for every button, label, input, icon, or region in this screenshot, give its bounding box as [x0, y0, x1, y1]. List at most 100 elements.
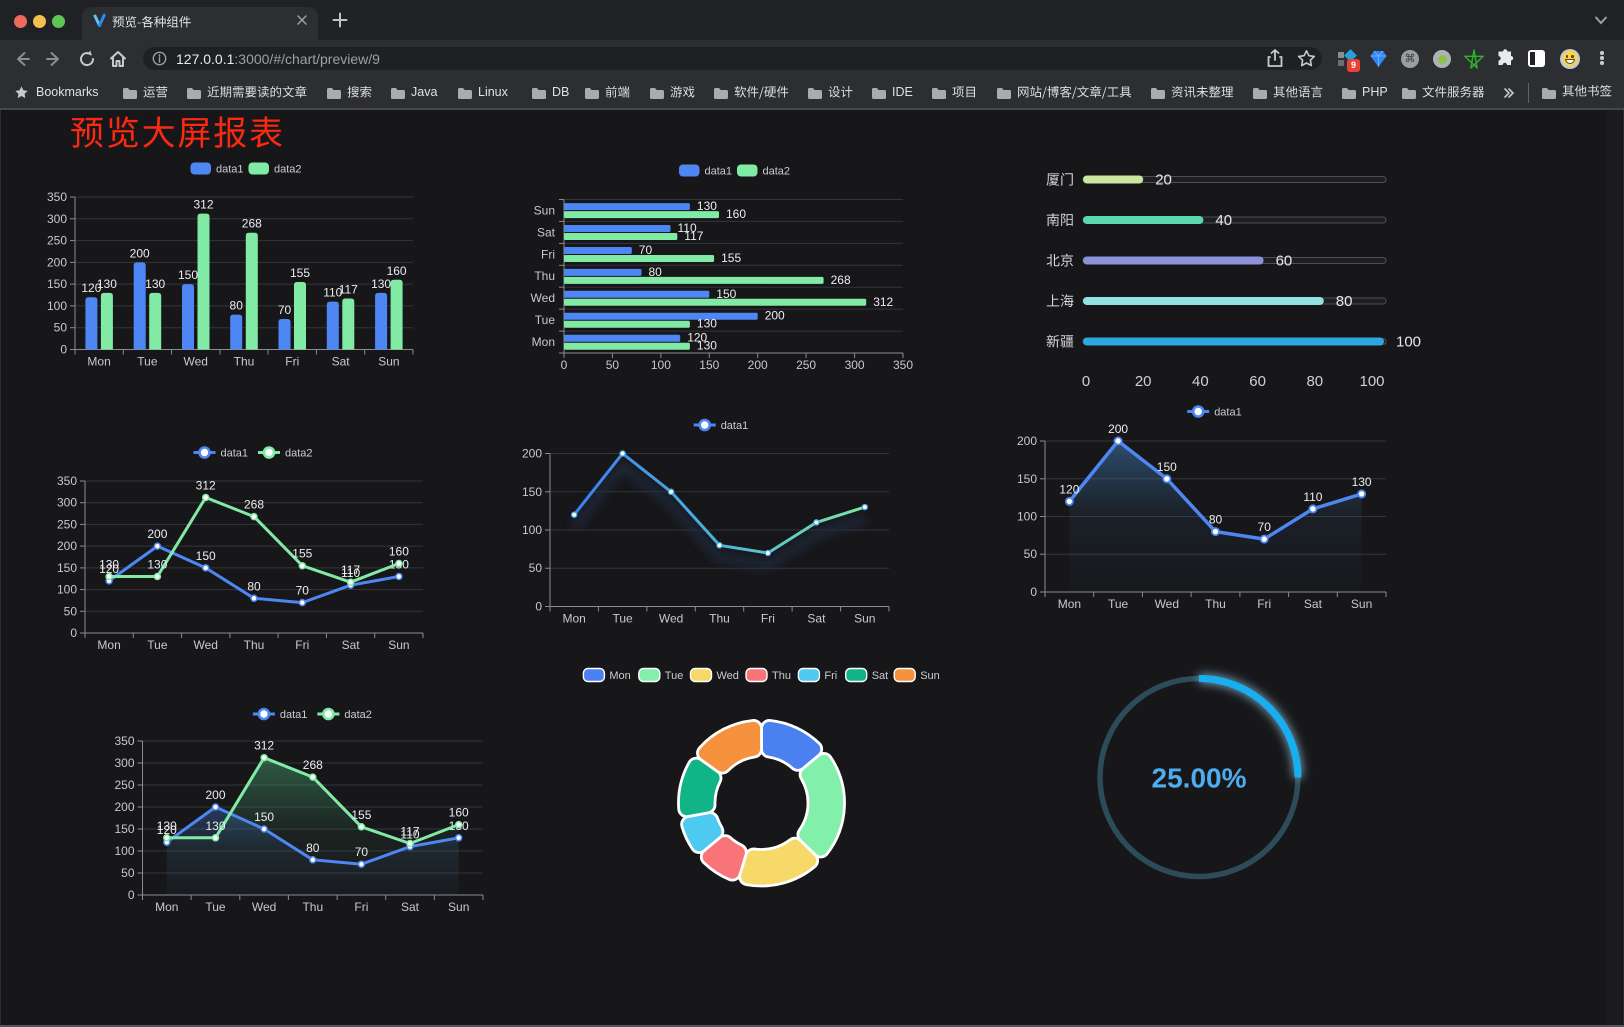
svg-text:350: 350 — [47, 190, 67, 204]
svg-text:120: 120 — [157, 823, 177, 837]
svg-text:250: 250 — [114, 778, 134, 792]
svg-text:Mon: Mon — [87, 355, 110, 369]
svg-text:80: 80 — [230, 299, 244, 313]
svg-text:300: 300 — [845, 358, 865, 372]
svg-text:130: 130 — [205, 819, 225, 833]
svg-text:130: 130 — [371, 277, 391, 291]
svg-text:110: 110 — [678, 221, 697, 235]
svg-text:Tue: Tue — [147, 638, 168, 652]
svg-text:50: 50 — [1024, 547, 1038, 561]
svg-text:Fri: Fri — [354, 900, 368, 914]
svg-text:20: 20 — [1135, 373, 1152, 390]
svg-text:Tue: Tue — [137, 355, 158, 369]
svg-text:Tue: Tue — [1108, 597, 1129, 611]
svg-text:100: 100 — [114, 844, 134, 858]
svg-text:Fri: Fri — [761, 612, 775, 626]
svg-text:Thu: Thu — [709, 612, 730, 626]
svg-text:Sun: Sun — [448, 900, 469, 914]
svg-text:312: 312 — [873, 295, 893, 309]
svg-text:60: 60 — [1249, 373, 1266, 390]
svg-text:Thu: Thu — [1205, 597, 1226, 611]
svg-text:110: 110 — [323, 286, 342, 300]
svg-text:350: 350 — [893, 358, 913, 372]
svg-text:110: 110 — [1303, 490, 1322, 504]
svg-text:130: 130 — [145, 277, 165, 291]
svg-text:350: 350 — [114, 734, 134, 748]
svg-text:data2: data2 — [344, 709, 372, 721]
svg-text:110: 110 — [341, 566, 360, 580]
svg-text:150: 150 — [57, 561, 77, 575]
svg-text:250: 250 — [47, 234, 67, 248]
svg-text:70: 70 — [639, 243, 653, 257]
svg-text:Sat: Sat — [872, 670, 889, 682]
svg-text:Wed: Wed — [717, 670, 739, 682]
svg-text:Mon: Mon — [155, 900, 178, 914]
svg-text:160: 160 — [389, 545, 409, 559]
svg-text:Wed: Wed — [1155, 597, 1179, 611]
svg-text:Tue: Tue — [665, 670, 684, 682]
svg-text:Tue: Tue — [535, 313, 556, 327]
svg-text:150: 150 — [1157, 460, 1177, 474]
svg-text:100: 100 — [57, 583, 77, 597]
svg-text:100: 100 — [1359, 373, 1384, 390]
svg-text:110: 110 — [400, 828, 419, 842]
svg-text:80: 80 — [247, 579, 261, 593]
svg-text:150: 150 — [254, 810, 274, 824]
svg-text:117: 117 — [341, 563, 360, 577]
svg-text:250: 250 — [57, 517, 77, 531]
svg-text:120: 120 — [81, 281, 101, 295]
svg-text:0: 0 — [1082, 373, 1090, 390]
svg-text:data2: data2 — [763, 166, 791, 178]
svg-text:Sun: Sun — [378, 355, 399, 369]
svg-text:data2: data2 — [285, 448, 313, 460]
svg-text:155: 155 — [292, 547, 312, 561]
svg-text:200: 200 — [57, 539, 77, 553]
svg-text:Sat: Sat — [342, 638, 361, 652]
svg-text:Sat: Sat — [807, 612, 826, 626]
svg-text:Sun: Sun — [920, 670, 940, 682]
svg-text:data2: data2 — [274, 164, 302, 176]
svg-text:25.00%: 25.00% — [1152, 763, 1247, 794]
svg-text:200: 200 — [47, 255, 67, 269]
svg-text:Thu: Thu — [234, 355, 255, 369]
svg-text:Thu: Thu — [302, 900, 323, 914]
svg-text:0: 0 — [70, 626, 77, 640]
svg-text:50: 50 — [529, 561, 543, 575]
svg-text:100: 100 — [1396, 334, 1421, 351]
svg-text:40: 40 — [1215, 212, 1232, 229]
svg-text:130: 130 — [1352, 475, 1372, 489]
svg-text:Wed: Wed — [531, 291, 555, 305]
svg-text:data1: data1 — [221, 448, 249, 460]
svg-text:40: 40 — [1192, 373, 1209, 390]
svg-text:100: 100 — [1017, 510, 1037, 524]
svg-text:Wed: Wed — [659, 612, 683, 626]
svg-text:Sun: Sun — [388, 638, 409, 652]
svg-text:150: 150 — [114, 822, 134, 836]
svg-text:150: 150 — [1017, 472, 1037, 486]
svg-text:Wed: Wed — [193, 638, 217, 652]
svg-text:Fri: Fri — [824, 670, 837, 682]
svg-text:Tue: Tue — [205, 900, 226, 914]
svg-text:Sat: Sat — [1304, 597, 1323, 611]
svg-text:155: 155 — [721, 251, 741, 265]
svg-text:200: 200 — [1108, 422, 1128, 436]
svg-text:160: 160 — [449, 806, 469, 820]
svg-text:100: 100 — [651, 358, 671, 372]
svg-text:80: 80 — [1209, 513, 1223, 527]
svg-text:100: 100 — [47, 299, 67, 313]
svg-text:130: 130 — [147, 558, 167, 572]
svg-text:50: 50 — [606, 358, 620, 372]
svg-text:312: 312 — [196, 479, 216, 493]
svg-text:Sun: Sun — [854, 612, 875, 626]
svg-text:155: 155 — [351, 808, 371, 822]
svg-text:312: 312 — [254, 739, 274, 753]
svg-text:300: 300 — [114, 756, 134, 770]
svg-text:200: 200 — [147, 527, 167, 541]
svg-text:0: 0 — [60, 343, 67, 357]
svg-text:268: 268 — [242, 217, 262, 231]
svg-text:150: 150 — [178, 268, 198, 282]
svg-text:Sun: Sun — [1351, 597, 1372, 611]
svg-text:117: 117 — [339, 283, 358, 297]
svg-text:100: 100 — [522, 523, 542, 537]
svg-text:Thu: Thu — [772, 670, 791, 682]
